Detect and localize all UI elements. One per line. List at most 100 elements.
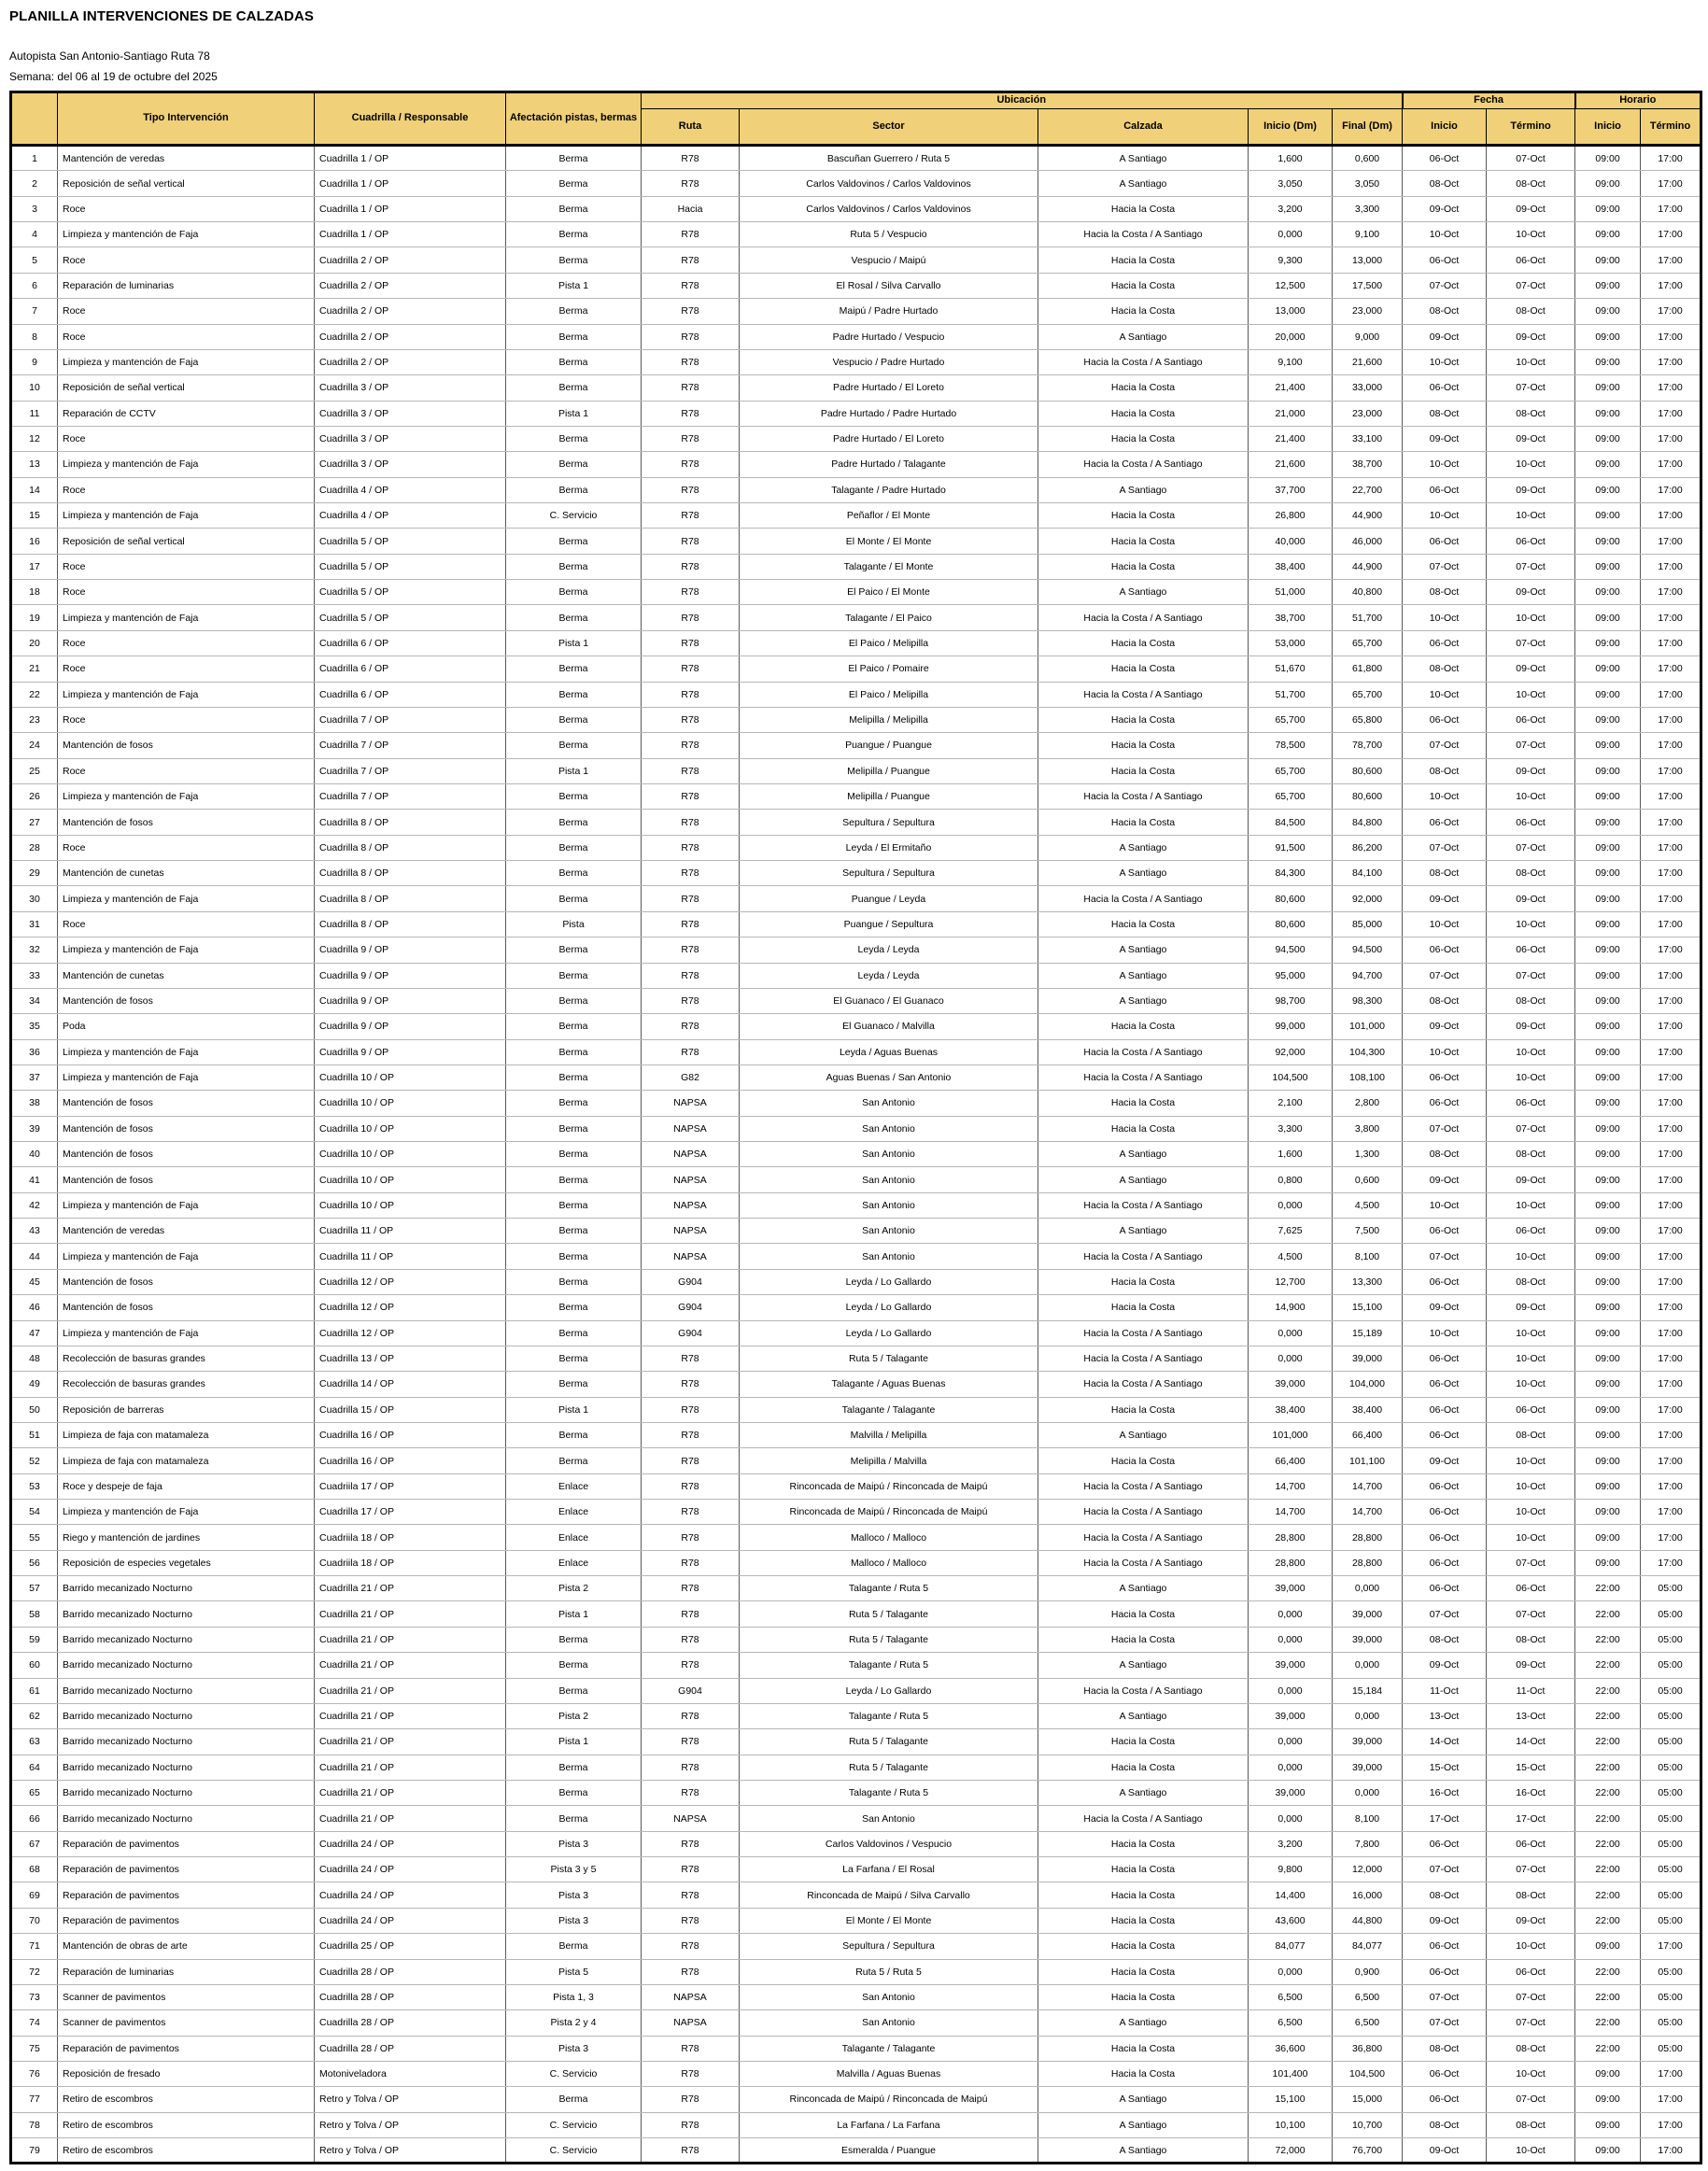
cell-calzada: Hacia la Costa — [1038, 1882, 1249, 1909]
cell-inicio-dm: 51,670 — [1248, 656, 1333, 683]
page-title: PLANILLA INTERVENCIONES DE CALZADAS — [9, 8, 315, 24]
table-row: 79 Retiro de escombros Retro y Tolva / OP C… — [10, 2137, 1702, 2164]
cell-tipo-intervencion: Reparación de pavimentos — [57, 1856, 315, 1883]
table-row: 4 Limpieza y mantención de Faja Cuadrilla … — [10, 221, 1702, 248]
cell-sector: Ruta 5 / Talagante — [739, 1728, 1038, 1755]
cell-inicio-dm: 12,500 — [1248, 272, 1333, 300]
cell-inicio-dm: 1,600 — [1248, 1141, 1333, 1168]
cell-ruta: R78 — [641, 1371, 740, 1398]
cell-final-dm: 44,900 — [1331, 553, 1404, 581]
cell-final-dm: 14,700 — [1331, 1473, 1404, 1501]
cell-fecha-termino: 10-Oct — [1486, 1064, 1576, 1092]
cell-horario-inicio: 09:00 — [1574, 1473, 1642, 1501]
table-row: 45 Mantención de fosos Cuadrilla 12 / OP Be… — [10, 1268, 1702, 1296]
cell-cuadrilla: Cuadrilla 21 / OP — [314, 1600, 506, 1628]
cell-sector: Esmeralda / Puangue — [739, 2137, 1038, 2164]
cell-horario-termino: 05:00 — [1640, 1779, 1702, 1807]
cell-fecha-inicio: 07-Oct — [1402, 272, 1488, 300]
cell-sector: Melipilla / Puangue — [739, 757, 1038, 784]
cell-fecha-inicio: 15-Oct — [1402, 1754, 1488, 1782]
table-row: 9 Limpieza y mantención de Faja Cuadrilla … — [10, 348, 1702, 376]
cell-tipo-intervencion: Roce — [57, 553, 315, 581]
cell-horario-inicio: 09:00 — [1574, 1064, 1642, 1092]
cell-fecha-termino: 09-Oct — [1486, 579, 1576, 606]
cell-ruta: R78 — [641, 528, 740, 555]
cell-final-dm: 0,000 — [1331, 1779, 1404, 1807]
cell-afectacion: Berma — [505, 1933, 642, 1960]
cell-afectacion: Enlace — [505, 1499, 642, 1526]
cell-sector: San Antonio — [739, 1218, 1038, 1245]
cell-fecha-inicio: 07-Oct — [1402, 1983, 1488, 2011]
cell-ruta: NAPSA — [641, 1090, 740, 1117]
cell-fecha-inicio: 09-Oct — [1402, 885, 1488, 912]
cell-cuadrilla: Cuadrilla 21 / OP — [314, 1779, 506, 1807]
col-header-cuadrilla: Cuadrilla / Responsable — [314, 92, 506, 146]
cell-fecha-inicio: 07-Oct — [1402, 834, 1488, 862]
cell-calzada: A Santiago — [1038, 2009, 1249, 2037]
cell-sector: Sepultura / Sepultura — [739, 1933, 1038, 1960]
cell-ruta: R78 — [641, 247, 740, 274]
cell-cuadrilla: Cuadrilla 3 / OP — [314, 400, 506, 427]
cell-cuadrilla: Cuadrilla 2 / OP — [314, 247, 506, 274]
cell-ruta: R78 — [641, 2111, 740, 2139]
cell-inicio-dm: 91,500 — [1248, 834, 1333, 862]
cell-afectacion: Berma — [505, 1447, 642, 1474]
cell-fecha-inicio: 07-Oct — [1402, 962, 1488, 989]
cell-ruta: R78 — [641, 1830, 740, 1858]
cell-final-dm: 0,900 — [1331, 1958, 1404, 1985]
cell-horario-termino: 17:00 — [1640, 1319, 1702, 1346]
cell-calzada: A Santiago — [1038, 937, 1249, 964]
cell-afectacion: Berma — [505, 170, 642, 197]
cell-ruta: R78 — [641, 629, 740, 657]
cell-fecha-inicio: 06-Oct — [1402, 1575, 1488, 1602]
cell-ruta: R78 — [641, 1933, 740, 1960]
cell-final-dm: 22,700 — [1331, 476, 1404, 504]
cell-tipo-intervencion: Retiro de escombros — [57, 2111, 315, 2139]
cell-horario-inicio: 09:00 — [1574, 1141, 1642, 1168]
cell-inicio-dm: 38,700 — [1248, 604, 1333, 631]
cell-calzada: Hacia la Costa / A Santiago — [1038, 348, 1249, 376]
table-row: 2 Reposición de señal vertical Cuadrilla 1… — [10, 170, 1702, 197]
cell-horario-termino: 17:00 — [1640, 1549, 1702, 1577]
cell-fecha-inicio: 06-Oct — [1402, 1473, 1488, 1501]
cell-horario-inicio: 09:00 — [1574, 809, 1642, 836]
cell-calzada: Hacia la Costa — [1038, 757, 1249, 784]
table-row: 59 Barrido mecanizado Nocturno Cuadrilla 2… — [10, 1626, 1702, 1654]
cell-inicio-dm: 0,000 — [1248, 1754, 1333, 1782]
cell-afectacion: Berma — [505, 1064, 642, 1092]
cell-ruta: R78 — [641, 1958, 740, 1985]
cell-horario-termino: 17:00 — [1640, 170, 1702, 197]
cell-fecha-inicio: 08-Oct — [1402, 757, 1488, 784]
cell-ruta: R78 — [641, 962, 740, 989]
cell-horario-inicio: 09:00 — [1574, 451, 1642, 478]
cell-horario-inicio: 09:00 — [1574, 1294, 1642, 1321]
cell-fecha-inicio: 06-Oct — [1402, 706, 1488, 734]
cell-final-dm: 61,800 — [1331, 656, 1404, 683]
cell-afectacion: Berma — [505, 885, 642, 912]
cell-num: 62 — [10, 1702, 58, 1730]
cell-cuadrilla: Cuadrilla 9 / OP — [314, 987, 506, 1015]
cell-horario-termino: 17:00 — [1640, 1115, 1702, 1143]
cell-cuadrilla: Cuadrilla 6 / OP — [314, 681, 506, 708]
cell-cuadrilla: Cuadrilla 5 / OP — [314, 604, 506, 631]
table-row: 27 Mantención de fosos Cuadrilla 8 / OP Ber… — [10, 809, 1702, 836]
cell-horario-termino: 17:00 — [1640, 962, 1702, 989]
cell-horario-termino: 17:00 — [1640, 910, 1702, 938]
cell-sector: Melipilla / Puangue — [739, 782, 1038, 811]
cell-fecha-termino: 10-Oct — [1486, 451, 1576, 478]
cell-final-dm: 12,000 — [1331, 1856, 1404, 1883]
cell-inicio-dm: 40,000 — [1248, 528, 1333, 555]
cell-final-dm: 9,100 — [1331, 221, 1404, 248]
cell-sector: Vespucio / Padre Hurtado — [739, 348, 1038, 376]
cell-num: 68 — [10, 1856, 58, 1883]
table-row: 72 Reparación de luminarias Cuadrilla 28 /… — [10, 1958, 1702, 1985]
cell-ruta: R78 — [641, 170, 740, 197]
cell-calzada: A Santiago — [1038, 1141, 1249, 1168]
cell-inicio-dm: 72,000 — [1248, 2137, 1333, 2164]
cell-sector: El Monte / El Monte — [739, 528, 1038, 555]
cell-fecha-inicio: 08-Oct — [1402, 1882, 1488, 1909]
cell-num: 18 — [10, 579, 58, 606]
cell-calzada: Hacia la Costa / A Santiago — [1038, 1371, 1249, 1398]
cell-calzada: A Santiago — [1038, 2086, 1249, 2113]
cell-fecha-inicio: 10-Oct — [1402, 221, 1488, 248]
